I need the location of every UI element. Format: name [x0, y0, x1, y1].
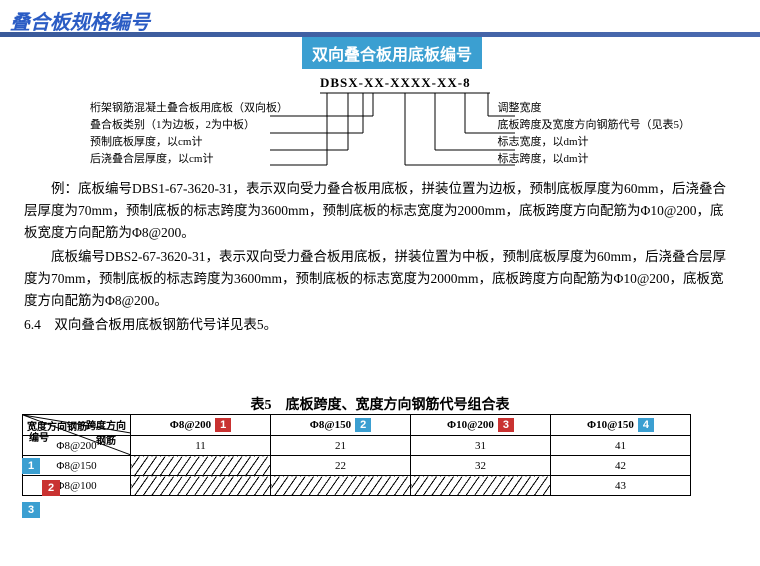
table-row: Φ8@100 43: [23, 476, 691, 496]
body-text: 例：底板编号DBS1-67-3620-31，表示双向受力叠合板用底板，拼装位置为…: [24, 178, 736, 338]
right-label-2: 标志宽度，以dm计: [498, 134, 691, 151]
cell: 41: [551, 436, 691, 456]
cell-hatched: [411, 476, 551, 496]
code-diagram: DBSX-XX-XXXX-XX-8 桁架钢筋混凝土叠合板用底板（双向板） 叠合板…: [90, 65, 690, 175]
col-header-2: Φ8@1502: [271, 415, 411, 436]
diagram-left-labels: 桁架钢筋混凝土叠合板用底板（双向板） 叠合板类别（1为边板，2为中板） 预制底板…: [90, 100, 288, 168]
right-label-1: 底板跨度及宽度方向钢筋代号（见表5）: [498, 117, 691, 134]
diagram-right-labels: 调整宽度 底板跨度及宽度方向钢筋代号（见表5） 标志宽度，以dm计 标志跨度，以…: [498, 100, 691, 168]
col-header-1: Φ8@2001: [131, 415, 271, 436]
diagonal-header: 跨度方向钢筋 编号 宽度方向钢筋: [23, 415, 131, 436]
cell: 31: [411, 436, 551, 456]
cell: 22: [271, 456, 411, 476]
combination-table: 跨度方向钢筋 编号 宽度方向钢筋 Φ8@2001 Φ8@1502 Φ10@200…: [22, 414, 691, 496]
table-row: Φ8@150 22 32 42: [23, 456, 691, 476]
table-header-row: 跨度方向钢筋 编号 宽度方向钢筋 Φ8@2001 Φ8@1502 Φ10@200…: [23, 415, 691, 436]
left-label-3: 后浇叠合层厚度，以cm计: [90, 151, 288, 168]
row-marker-2: 2: [42, 480, 60, 496]
para-3: 6.4 双向叠合板用底板钢筋代号详见表5。: [24, 314, 736, 336]
cell-hatched: [131, 456, 271, 476]
left-label-0: 桁架钢筋混凝土叠合板用底板（双向板）: [90, 100, 288, 117]
col-header-3: Φ10@2003: [411, 415, 551, 436]
left-label-1: 叠合板类别（1为边板，2为中板）: [90, 117, 288, 134]
row-marker-3: 3: [22, 502, 40, 518]
right-label-0: 调整宽度: [498, 100, 691, 117]
cell-hatched: [271, 476, 411, 496]
cell: 32: [411, 456, 551, 476]
right-label-3: 标志跨度，以dm计: [498, 151, 691, 168]
cell: 21: [271, 436, 411, 456]
table5-title: 表5 底板跨度、宽度方向钢筋代号组合表: [0, 394, 760, 414]
cell: 11: [131, 436, 271, 456]
cell: 42: [551, 456, 691, 476]
cell: 43: [551, 476, 691, 496]
para-1: 例：底板编号DBS1-67-3620-31，表示双向受力叠合板用底板，拼装位置为…: [24, 178, 736, 244]
row-label-3: Φ8@100: [23, 476, 131, 496]
para-2: 底板编号DBS2-67-3620-31，表示双向受力叠合板用底板，拼装位置为中板…: [24, 246, 736, 312]
cell-hatched: [131, 476, 271, 496]
left-label-2: 预制底板厚度，以cm计: [90, 134, 288, 151]
col-header-4: Φ10@1504: [551, 415, 691, 436]
row-marker-1: 1: [22, 458, 40, 474]
page-title: 叠合板规格编号: [10, 6, 150, 35]
